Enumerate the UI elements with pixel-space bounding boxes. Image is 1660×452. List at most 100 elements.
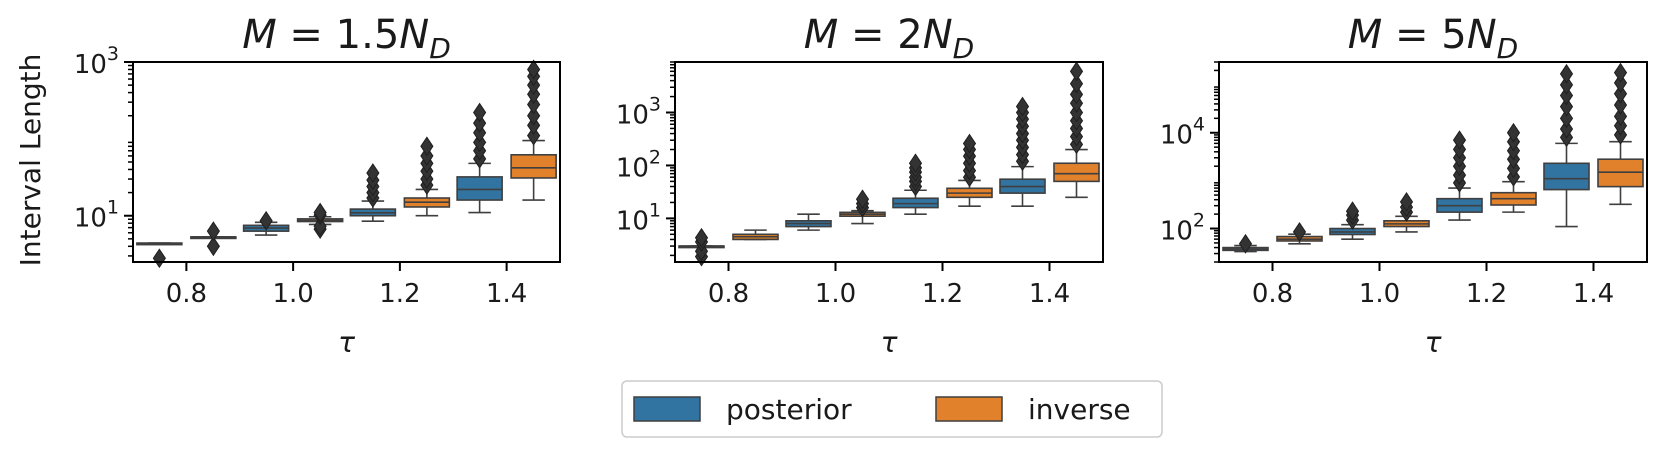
title-coef: 2	[897, 12, 922, 58]
outlier-point	[1613, 83, 1628, 104]
outlier-point	[527, 59, 541, 80]
legend-swatch	[633, 396, 701, 422]
title-var: N	[399, 12, 429, 58]
box-inverse-0.8	[1276, 222, 1323, 245]
box-inverse-1.0	[1383, 191, 1430, 233]
box-inverse-1.2	[946, 133, 993, 207]
title-lhs: M	[1348, 12, 1383, 58]
box-posterior-1.4	[456, 102, 503, 214]
box-posterior-1.0	[1329, 201, 1376, 240]
y-tick-base: 10	[74, 204, 107, 234]
title-coef: 5	[1441, 12, 1466, 58]
outlier-point	[1559, 63, 1574, 84]
series-inverse	[190, 59, 557, 257]
title-lhs: M	[242, 12, 277, 58]
legend: posterior inverse	[621, 380, 1163, 438]
box-posterior-1.4	[1543, 63, 1590, 228]
outlier-point	[908, 153, 923, 174]
y-tick-exponent: 2	[649, 146, 661, 168]
y-tick-base: 10	[616, 101, 649, 131]
box-inverse-1.2	[1490, 122, 1537, 213]
y-tick-base: 10	[616, 206, 649, 236]
outlier-point	[855, 189, 870, 210]
title-subscript: D	[429, 32, 451, 65]
y-tick-label: 101	[616, 199, 661, 236]
x-axis-label: τ	[1425, 326, 1442, 359]
box-posterior-1.0	[242, 210, 290, 236]
title-coef: 1.5	[336, 12, 400, 58]
x-tick-label: 0.8	[708, 279, 749, 309]
y-tick-exponent: 1	[107, 197, 119, 219]
outlier-point	[1345, 201, 1360, 222]
panel-title: M = 2ND	[804, 12, 974, 65]
box-posterior-1.0	[785, 213, 832, 231]
outlier-point	[473, 102, 487, 123]
box-posterior-0.8	[678, 227, 725, 267]
title-var: N	[1467, 12, 1497, 58]
outlier-point	[1238, 233, 1253, 254]
outlier-point	[1506, 122, 1521, 143]
x-tick-label: 1.0	[272, 279, 313, 309]
outlier-point	[1452, 130, 1467, 151]
series-posterior	[678, 96, 1046, 267]
box-iqr	[456, 176, 503, 201]
x-axis-label: τ	[881, 326, 898, 359]
box-inverse-1.0	[296, 202, 344, 239]
y-tick-exponent: 3	[107, 43, 119, 65]
box-inverse-1.4	[1597, 62, 1644, 206]
outlier-point	[1559, 96, 1574, 117]
title-lhs: M	[804, 12, 839, 58]
x-tick-label: 1.2	[1466, 279, 1507, 309]
outlier-point	[313, 202, 327, 223]
y-tick-exponent: 2	[1193, 210, 1205, 232]
y-tick-label: 101	[74, 197, 119, 234]
plot-frame	[1218, 61, 1648, 263]
y-tick-label: 103	[74, 43, 119, 80]
x-tick-label: 1.4	[1029, 279, 1070, 309]
outlier-point	[962, 133, 977, 154]
x-tick-label: 1.0	[815, 279, 856, 309]
outlier-point	[1069, 84, 1084, 105]
box-posterior-1.2	[892, 153, 939, 215]
legend-swatch	[935, 396, 1003, 422]
outlier-point	[152, 248, 166, 269]
box-inverse-0.8	[190, 221, 237, 257]
x-tick-label: 1.4	[486, 279, 527, 309]
outlier-point	[1559, 119, 1574, 139]
legend-item-posterior: posterior	[633, 393, 852, 426]
outlier-point	[1069, 61, 1084, 82]
outlier-point	[1613, 62, 1628, 83]
title-subscript: D	[953, 32, 975, 65]
outlier-point	[259, 210, 273, 231]
outlier-point	[527, 105, 541, 126]
y-tick-exponent: 1	[649, 199, 661, 221]
outlier-point	[206, 221, 220, 242]
box-inverse-0.8	[732, 229, 779, 241]
x-tick-label: 1.0	[1359, 279, 1400, 309]
panel-title: M = 1.5ND	[242, 12, 451, 65]
box-iqr	[510, 154, 557, 179]
box-iqr	[1543, 162, 1590, 191]
outlier-point	[1399, 191, 1414, 212]
outlier-point	[1015, 96, 1030, 117]
outlier-point	[206, 236, 220, 257]
box-posterior-0.8	[136, 242, 183, 269]
outlier-point	[1292, 222, 1307, 242]
title-subscript: D	[1497, 32, 1519, 65]
outlier-point	[420, 136, 434, 157]
legend-label: posterior	[726, 393, 852, 426]
box-inverse-1.4	[1053, 61, 1100, 199]
y-tick-label: 102	[1160, 210, 1205, 247]
x-tick-label: 1.4	[1573, 279, 1614, 309]
box-iqr	[1053, 162, 1100, 183]
plot-frame	[674, 61, 1104, 263]
panel-title: M = 5ND	[1348, 12, 1518, 65]
series-inverse	[1276, 62, 1644, 245]
outlier-point	[1613, 72, 1628, 93]
plot-frame	[132, 61, 561, 263]
box-posterior-1.4	[999, 96, 1046, 207]
y-tick-base: 10	[74, 50, 107, 80]
